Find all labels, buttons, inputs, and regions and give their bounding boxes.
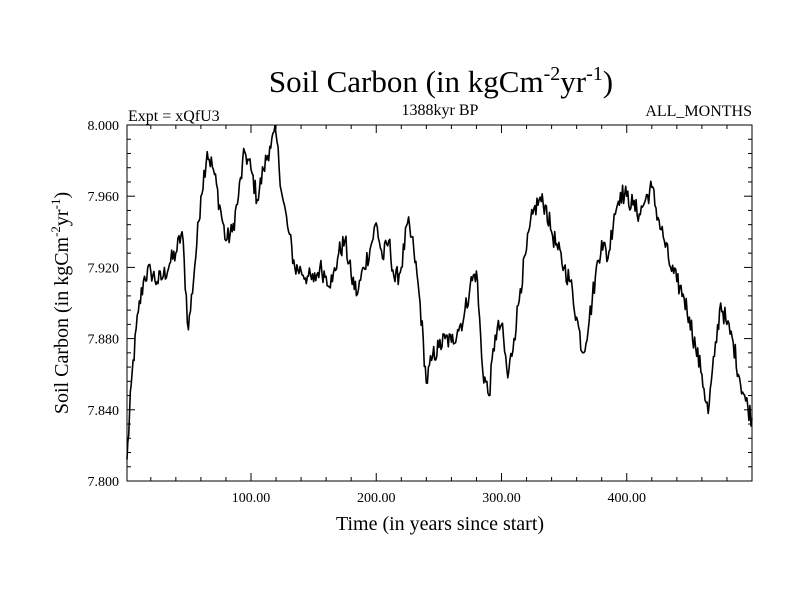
chart-title: Soil Carbon (in kgCm-2yr-1): [269, 63, 613, 99]
series-line-soil-carbon: [126, 124, 753, 460]
x-axis-tick-labels: 100.00 200.00 300.00 400.00: [232, 491, 646, 506]
y-axis-ticks: [127, 124, 752, 482]
x-tick-label: 400.00: [607, 491, 646, 506]
x-axis-ticks: [150, 125, 728, 481]
x-tick-label: 100.00: [232, 491, 271, 506]
y-tick-label: 8.000: [88, 119, 120, 134]
plot-frame: [126, 124, 753, 482]
y-tick-label: 7.840: [88, 404, 120, 419]
y-tick-label: 7.960: [88, 190, 120, 205]
x-tick-label: 300.00: [482, 491, 521, 506]
x-axis-title: Time (in years since start): [336, 513, 544, 535]
y-tick-label: 7.880: [88, 333, 120, 348]
x-tick-label: 200.00: [357, 491, 396, 506]
y-axis-tick-labels: 7.800 7.840 7.880 7.920 7.960 8.000: [88, 119, 120, 490]
y-tick-label: 7.800: [88, 475, 120, 490]
months-label: ALL_MONTHS: [645, 103, 752, 120]
experiment-label: Expt = xQfU3: [128, 108, 220, 125]
y-axis-title: Soil Carbon (in kgCm-2yr-1): [48, 192, 73, 414]
period-label: 1388kyr BP: [402, 102, 479, 119]
y-tick-label: 7.920: [88, 261, 120, 276]
